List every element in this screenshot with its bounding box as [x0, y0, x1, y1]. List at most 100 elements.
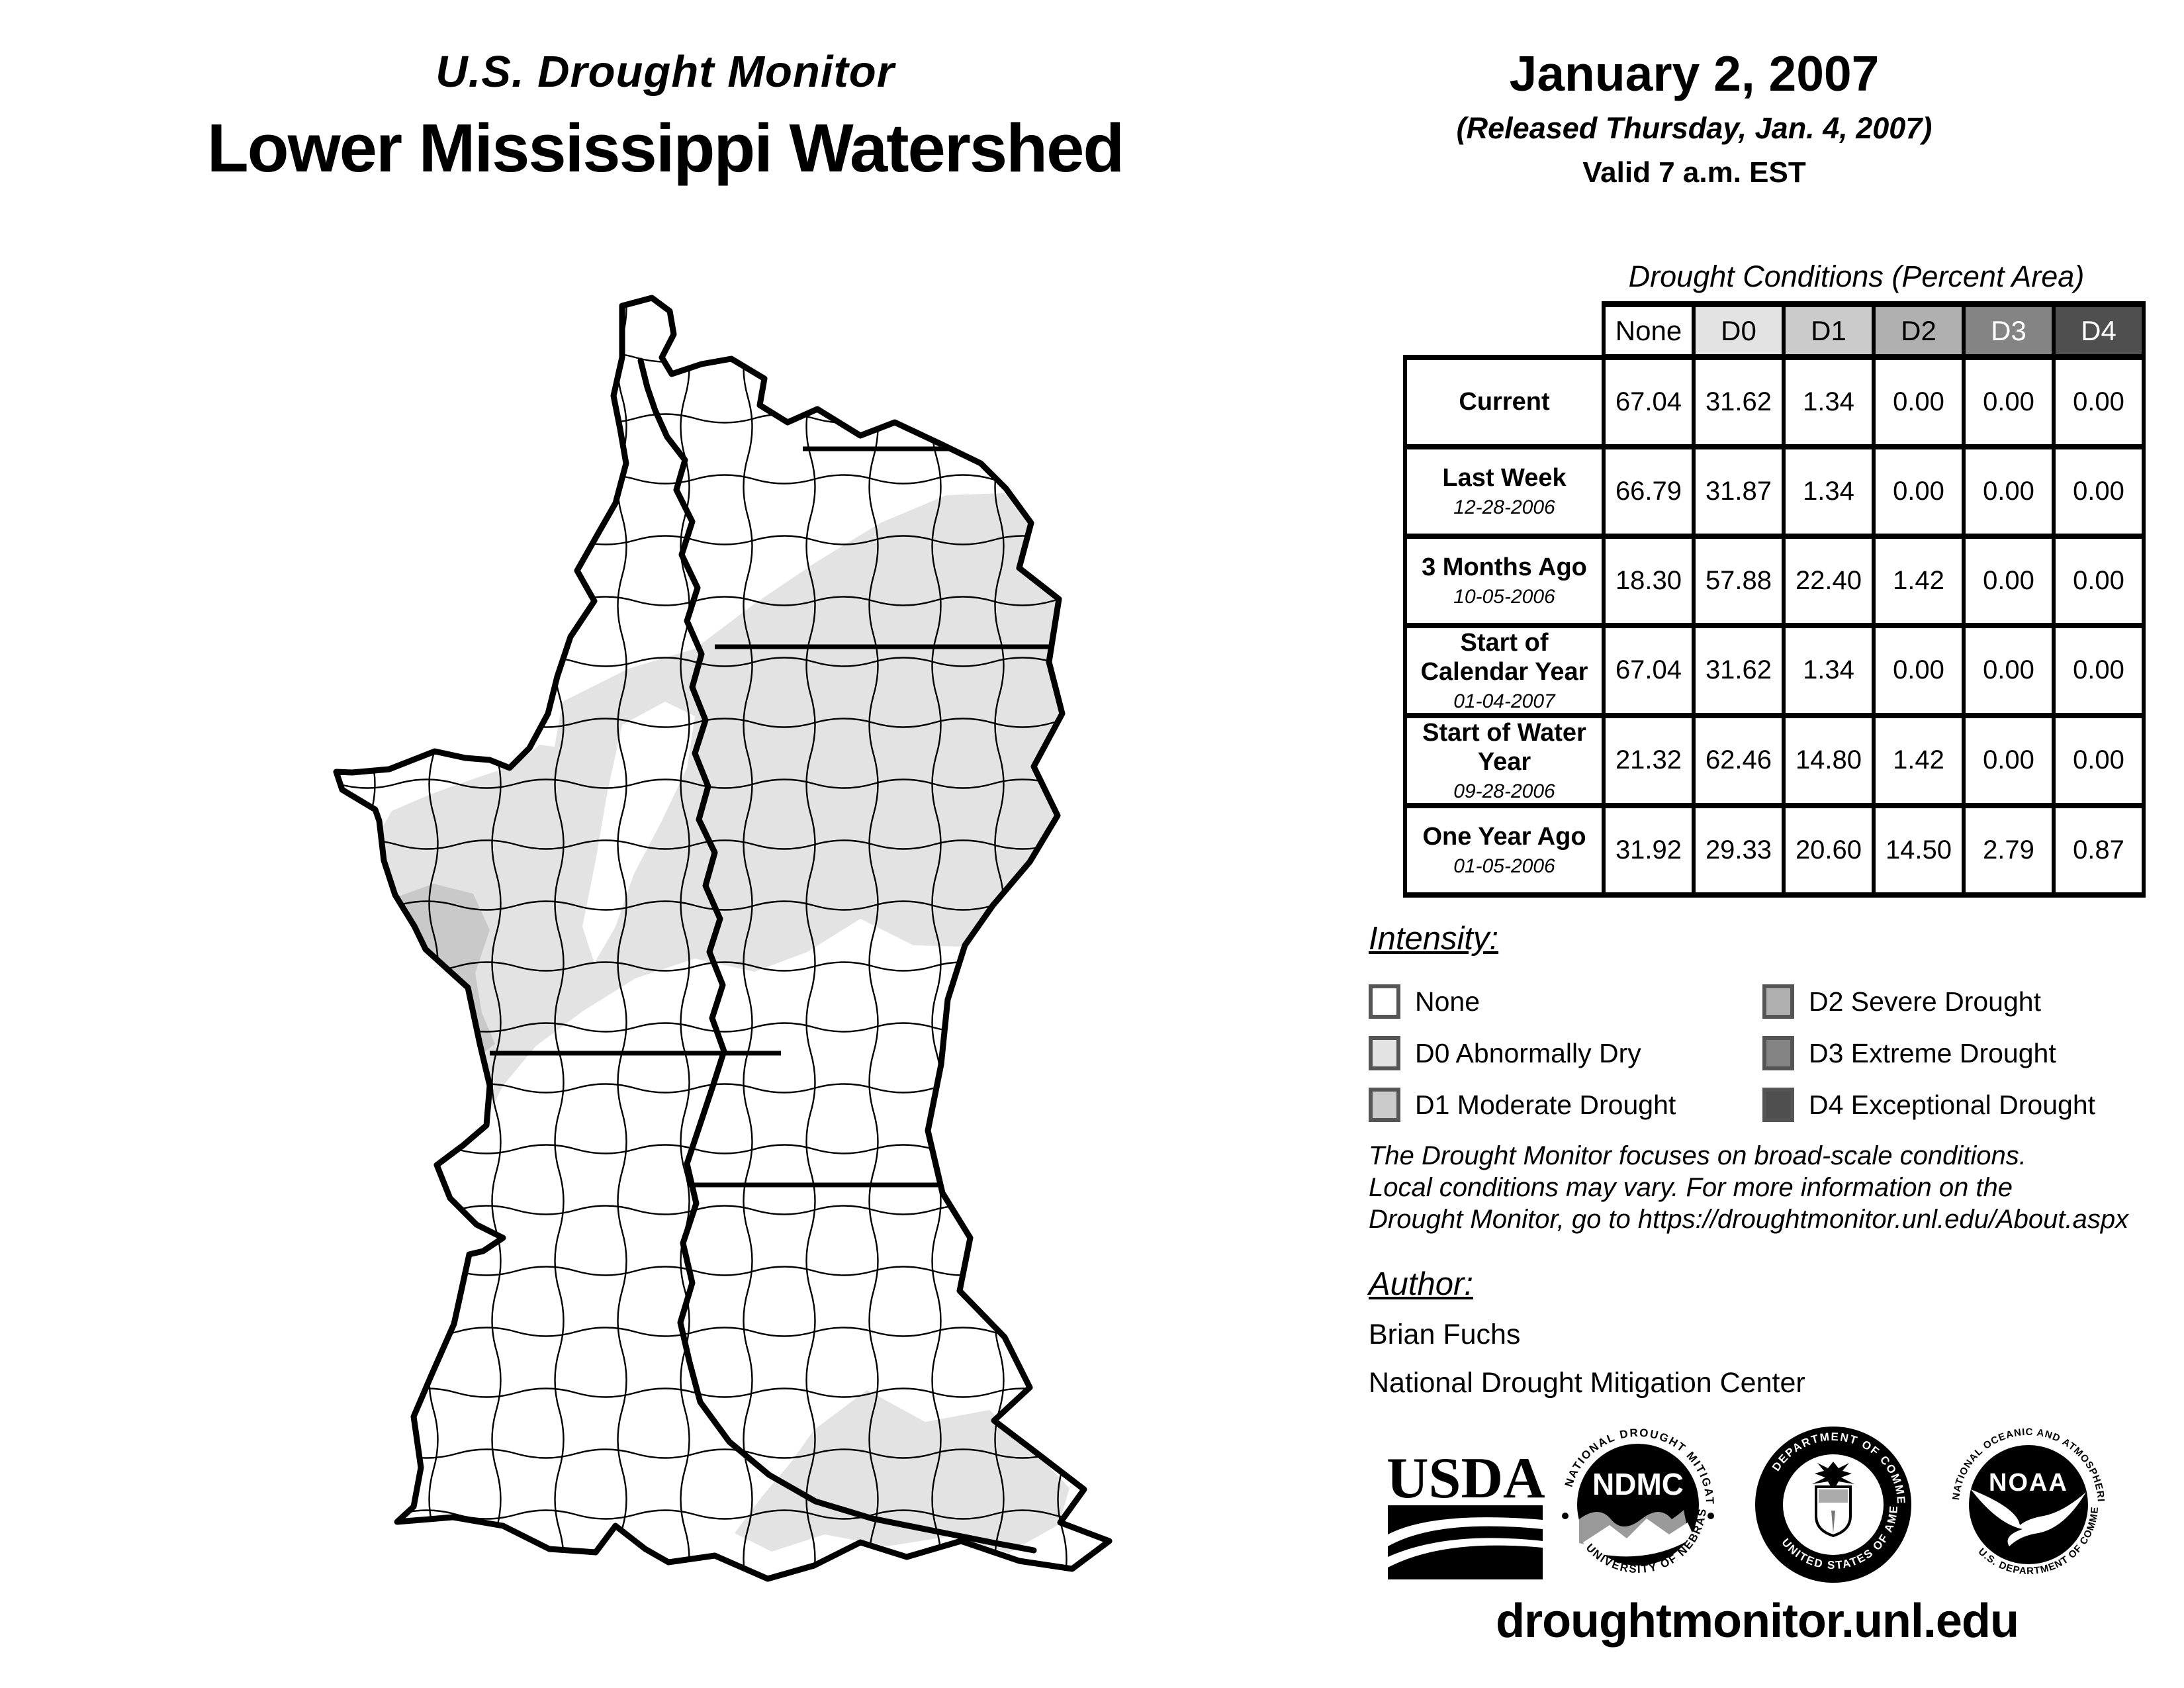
d3-swatch [1762, 1036, 1794, 1070]
d0-area-north [379, 493, 1060, 1137]
table-row: Current 67.04 31.62 1.34 0.00 0.00 0.00 [1403, 354, 2146, 449]
cell-value: 22.40 [1782, 533, 1876, 628]
legend-label: D1 Moderate Drought [1415, 1089, 1676, 1120]
cell-value: 0.00 [2052, 354, 2146, 449]
noaa-bird [1971, 1489, 2086, 1546]
cell-value: 0.00 [1872, 622, 1966, 718]
d0-swatch [1369, 1036, 1400, 1070]
cell-value: 1.42 [1872, 533, 1966, 628]
row-label-date: 01-05-2006 [1453, 855, 1555, 877]
row-label: Current [1403, 354, 1606, 449]
logo-row: USDA NATIONAL DROUGHT MITIGATION CENTER [0, 0, 2144, 1594]
release-date: (Released Thursday, Jan. 4, 2007) [1456, 111, 1933, 145]
col-header-none: None [1602, 301, 1696, 360]
row-label-text: Last Week [1442, 464, 1567, 492]
date-block: January 2, 2007 (Released Thursday, Jan.… [1410, 45, 1979, 189]
cell-value: 66.79 [1602, 444, 1696, 539]
legend-label: D0 Abnormally Dry [1415, 1037, 1641, 1068]
col-header-d0: D0 [1692, 301, 1786, 360]
col-header-d1: D1 [1782, 301, 1876, 360]
col-header-d2: D2 [1872, 301, 1966, 360]
legend-title: Intensity: [1369, 921, 1499, 957]
cell-value: 14.80 [1782, 712, 1876, 808]
row-label-text: Start of Calendar Year [1420, 628, 1588, 686]
mississippi-river [637, 357, 1037, 1554]
legend-item-d4: D4 Exceptional Drought [1762, 1079, 2163, 1131]
disclaimer-line: Local conditions may vary. For more info… [1369, 1173, 2013, 1202]
row-label-date: 12-28-2006 [1453, 496, 1555, 518]
cell-value: 31.62 [1692, 622, 1786, 718]
logos-svg: USDA NATIONAL DROUGHT MITIGATION CENTER [0, 0, 2109, 1585]
table-row: Start of Water Year 09-28-2006 21.32 62.… [1403, 712, 2146, 808]
title-block: U.S. Drought Monitor Lower Mississippi W… [40, 46, 1291, 187]
row-label-date: 01-04-2007 [1453, 690, 1555, 712]
cell-value: 0.00 [1872, 444, 1966, 539]
cell-value: 21.32 [1602, 712, 1696, 808]
cell-value: 0.87 [2052, 802, 2146, 898]
table-title: Drought Conditions (Percent Area) [1628, 259, 2085, 293]
d2-swatch [1762, 984, 1794, 1019]
cell-value: 20.60 [1782, 802, 1876, 898]
row-label-text: Current [1459, 388, 1550, 416]
none-swatch [1369, 984, 1400, 1019]
legend-label: D3 Extreme Drought [1809, 1037, 2056, 1068]
table-row: Last Week 12-28-2006 66.79 31.87 1.34 0.… [1403, 444, 2146, 539]
cell-value: 0.00 [2052, 533, 2146, 628]
disclaimer-line: Drought Monitor, go to https://droughtmo… [1369, 1205, 2129, 1234]
disclaimer-line: The Drought Monitor focuses on broad-sca… [1369, 1141, 2026, 1170]
d0-area-delta [735, 1390, 1069, 1553]
d4-swatch [1762, 1088, 1794, 1122]
row-label-text: Start of Water Year [1422, 718, 1586, 776]
legend-item-none: None [1369, 976, 1762, 1027]
cell-value: 29.33 [1692, 802, 1786, 898]
cell-value: 2.79 [1962, 802, 2056, 898]
cell-value: 0.00 [2052, 712, 2146, 808]
table-row: Start of Calendar Year 01-04-2007 67.04 … [1403, 622, 2146, 718]
legend-item-d2: D2 Severe Drought [1762, 976, 2163, 1027]
table-row: 3 Months Ago 10-05-2006 18.30 57.88 22.4… [1403, 533, 2146, 628]
cell-value: 57.88 [1692, 533, 1786, 628]
usda-wordmark: USDA [1387, 1446, 1545, 1511]
cell-value: 0.00 [1872, 354, 1966, 449]
table-corner [1405, 305, 1604, 357]
row-label-date: 09-28-2006 [1453, 780, 1555, 802]
region-title: Lower Mississippi Watershed [206, 110, 1125, 186]
cell-value: 31.87 [1692, 444, 1786, 539]
row-label-text: One Year Ago [1422, 823, 1586, 851]
river-valley-notch [582, 702, 695, 963]
col-header-d3: D3 [1962, 301, 2056, 360]
cell-value: 0.00 [1962, 622, 2056, 718]
legend-grid: None D0 Abnormally Dry D1 Moderate Droug… [1369, 976, 2163, 1131]
cell-value: 14.50 [1872, 802, 1966, 898]
table-row: One Year Ago 01-05-2006 31.92 29.33 20.6… [1403, 802, 2146, 898]
disclaimer: The Drought Monitor focuses on broad-sca… [1369, 1140, 2128, 1235]
table-header-row: None D0 D1 D2 D3 D4 [1405, 301, 2146, 360]
author-title: Author: [1369, 1266, 1473, 1302]
legend-label: None [1415, 986, 1480, 1017]
d1-swatch [1369, 1088, 1400, 1122]
row-label: Start of Calendar Year 01-04-2007 [1403, 622, 1606, 718]
cell-value: 0.00 [2052, 622, 2146, 718]
cell-value: 1.34 [1782, 354, 1876, 449]
row-label: One Year Ago 01-05-2006 [1403, 802, 1606, 898]
state-borders [490, 446, 1059, 1188]
report-title: U.S. Drought Monitor [435, 47, 895, 97]
cell-value: 31.62 [1692, 354, 1786, 449]
valid-time: Valid 7 a.m. EST [1582, 156, 1806, 189]
watershed-map [285, 278, 1185, 1642]
cell-value: 67.04 [1602, 354, 1696, 449]
drought-conditions-table: None D0 D1 D2 D3 D4 Current 67.04 31.62 … [1403, 301, 2146, 898]
intensity-legend: Intensity: None D0 Abnormally Dry D1 Mod… [1369, 920, 2163, 1131]
row-label: Last Week 12-28-2006 [1403, 444, 1606, 539]
cell-value: 1.42 [1872, 712, 1966, 808]
row-label: Start of Water Year 09-28-2006 [1403, 712, 1606, 808]
doc-eagle [1812, 1462, 1854, 1491]
cell-value: 31.92 [1602, 802, 1696, 898]
legend-item-d3: D3 Extreme Drought [1762, 1027, 2163, 1079]
cell-value: 18.30 [1602, 533, 1696, 628]
cell-value: 0.00 [1962, 354, 2056, 449]
row-label-text: 3 Months Ago [1422, 553, 1587, 581]
cell-value: 67.04 [1602, 622, 1696, 718]
row-label-date: 10-05-2006 [1453, 586, 1555, 608]
